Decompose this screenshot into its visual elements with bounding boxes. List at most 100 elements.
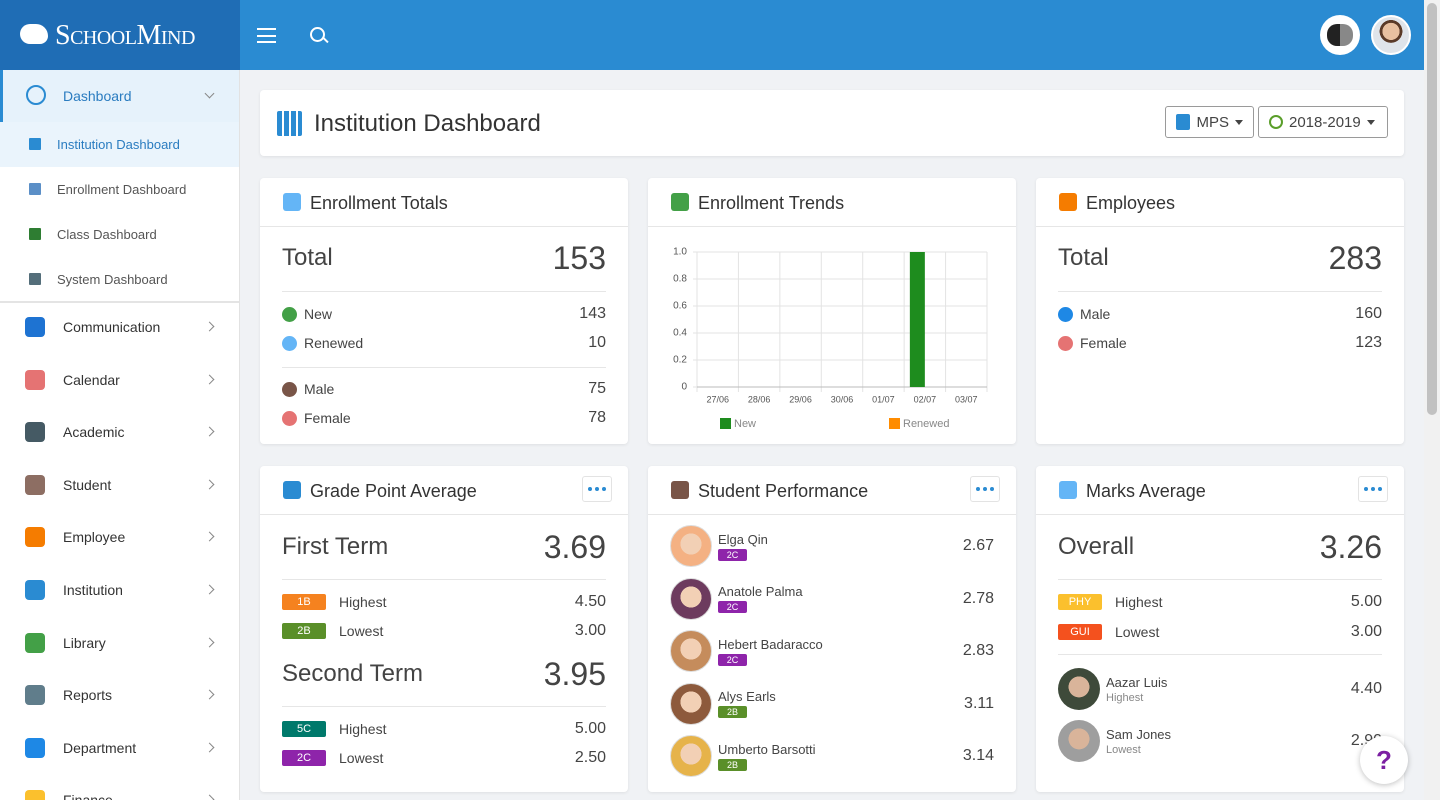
divider	[282, 706, 606, 707]
sub-nav-item[interactable]: Institution Dashboard	[0, 122, 239, 167]
nav-item[interactable]: Calendar	[0, 354, 239, 406]
chart: 0 0.2 0.4 0.6 0.8 1.0 27/06 28/06 29/06 30/06 01/0…	[673, 247, 988, 430]
chevron	[204, 742, 215, 753]
student-note: Lowest	[1106, 743, 1141, 756]
card: Enrollment Trends 0 0.2 0.4 0.6 0.8 1.0 27/06 28…	[648, 178, 1016, 444]
divider	[1058, 579, 1382, 580]
filter-label: 2018-2019	[1289, 113, 1361, 131]
card-header: Employees	[1036, 178, 1404, 227]
total-row: Total 153	[282, 236, 606, 280]
nav-item[interactable]: Finance	[0, 774, 239, 800]
student-value: 3.11	[964, 694, 994, 712]
nav-item[interactable]: Student	[0, 459, 239, 511]
legend-swatch	[889, 418, 900, 429]
card-icon	[283, 481, 301, 499]
row-value: 3.00	[574, 622, 606, 639]
nav-item[interactable]: Department	[0, 722, 239, 774]
row-label: New	[304, 306, 333, 322]
sub-nav-label: System Dashboard	[57, 272, 168, 287]
badge: 2C	[282, 750, 326, 766]
total-row: First Term 3.69	[282, 525, 606, 569]
row-label: Second Term	[282, 660, 423, 687]
top-bar: SchoolMind	[0, 0, 1424, 70]
divider	[1058, 654, 1382, 655]
row-label: Female	[304, 410, 351, 426]
card: Student Performance Elga Qin 2C 2.67 Anatole…	[648, 466, 1016, 792]
nav-item[interactable]: Academic	[0, 406, 239, 458]
legend-label: New	[734, 418, 756, 430]
sub-nav-item[interactable]: System Dashboard	[0, 257, 239, 302]
card: Grade Point Average First Term 3.69 1B Highe…	[260, 466, 628, 792]
nav-item[interactable]: Employee	[0, 511, 239, 563]
search-icon[interactable]	[310, 27, 325, 42]
student-value: 2.67	[962, 537, 994, 554]
student-info: Alys Earls 2B	[718, 689, 964, 718]
stat-row: 2B Lowest 3.00	[282, 616, 606, 646]
nav-item[interactable]: Library	[0, 617, 239, 669]
student-row: Hebert Badaracco 2C 2.83	[670, 629, 994, 673]
badge: PHY	[1058, 594, 1102, 610]
brand-logo	[20, 24, 48, 44]
filter-button[interactable]: 2018-2019	[1258, 106, 1388, 138]
student-badge: 2B	[718, 706, 747, 718]
help-button[interactable]: ?	[1360, 736, 1408, 784]
student-value: 3.14	[962, 747, 994, 764]
org-avatar[interactable]	[1320, 15, 1360, 55]
row-value: 5.00	[1350, 593, 1382, 610]
stat-row: GUI Lowest 3.00	[1058, 617, 1382, 647]
nav-icon	[25, 685, 45, 706]
filter-button[interactable]: MPS	[1165, 106, 1254, 138]
sub-nav-icon	[29, 273, 41, 285]
x-tick-label: 28/06	[748, 394, 771, 404]
student-avatar	[1058, 720, 1100, 762]
nav-label: Reports	[63, 687, 113, 704]
user-avatar[interactable]	[1371, 15, 1411, 55]
row-label: Lowest	[1115, 624, 1160, 640]
menu-toggle[interactable]	[257, 28, 276, 43]
row-value: 3.69	[543, 528, 606, 565]
card-header: Grade Point Average	[260, 466, 628, 515]
nav-label: Communication	[63, 319, 161, 335]
student-row: Anatole Palma 2C 2.78	[670, 577, 994, 621]
student-note: Highest	[1106, 691, 1144, 704]
more-button[interactable]	[970, 476, 1000, 502]
row-value: 143	[579, 305, 606, 322]
card-header: Enrollment Totals	[260, 178, 628, 227]
nav-label: Department	[63, 739, 137, 756]
student-avatar	[670, 577, 712, 620]
nav-item[interactable]: Institution	[0, 564, 239, 616]
chevron	[204, 689, 215, 700]
bar	[909, 252, 925, 387]
row-value: 75	[588, 380, 606, 397]
sub-nav-item[interactable]: Enrollment Dashboard	[0, 167, 239, 212]
y-tick-label: 0.8	[673, 274, 687, 285]
chevron	[204, 637, 215, 648]
nav-item-active[interactable]: Dashboard	[0, 70, 239, 122]
sub-nav-item[interactable]: Class Dashboard	[0, 212, 239, 257]
sub-nav-icon	[29, 138, 41, 150]
x-tick-label: 01/07	[872, 394, 895, 404]
student-avatar	[1058, 668, 1100, 710]
card-header: Enrollment Trends	[648, 178, 1016, 227]
chevron	[204, 321, 215, 332]
card-title: Grade Point Average	[310, 481, 477, 501]
nav-item[interactable]: Communication	[0, 301, 239, 353]
filter-label: MPS	[1196, 113, 1229, 131]
nav-icon	[26, 85, 46, 105]
student-name: Sam Jones	[1106, 726, 1172, 742]
student-avatar	[670, 735, 712, 777]
row-value: 78	[588, 409, 606, 426]
more-button[interactable]	[582, 476, 612, 502]
card-title: Enrollment Trends	[698, 193, 845, 213]
nav-label: Employee	[63, 529, 126, 546]
nav-item[interactable]: Reports	[0, 669, 239, 721]
dot	[990, 487, 994, 491]
row-icon	[282, 410, 297, 426]
x-tick-label: 27/06	[706, 394, 729, 404]
x-tick-label: 03/07	[955, 394, 978, 404]
more-button[interactable]	[1358, 476, 1388, 502]
brand-name[interactable]: SchoolMind	[55, 20, 195, 51]
total-row: Second Term 3.95	[282, 652, 606, 696]
y-tick-label: 0.4	[673, 328, 687, 339]
nav-icon	[25, 369, 45, 390]
